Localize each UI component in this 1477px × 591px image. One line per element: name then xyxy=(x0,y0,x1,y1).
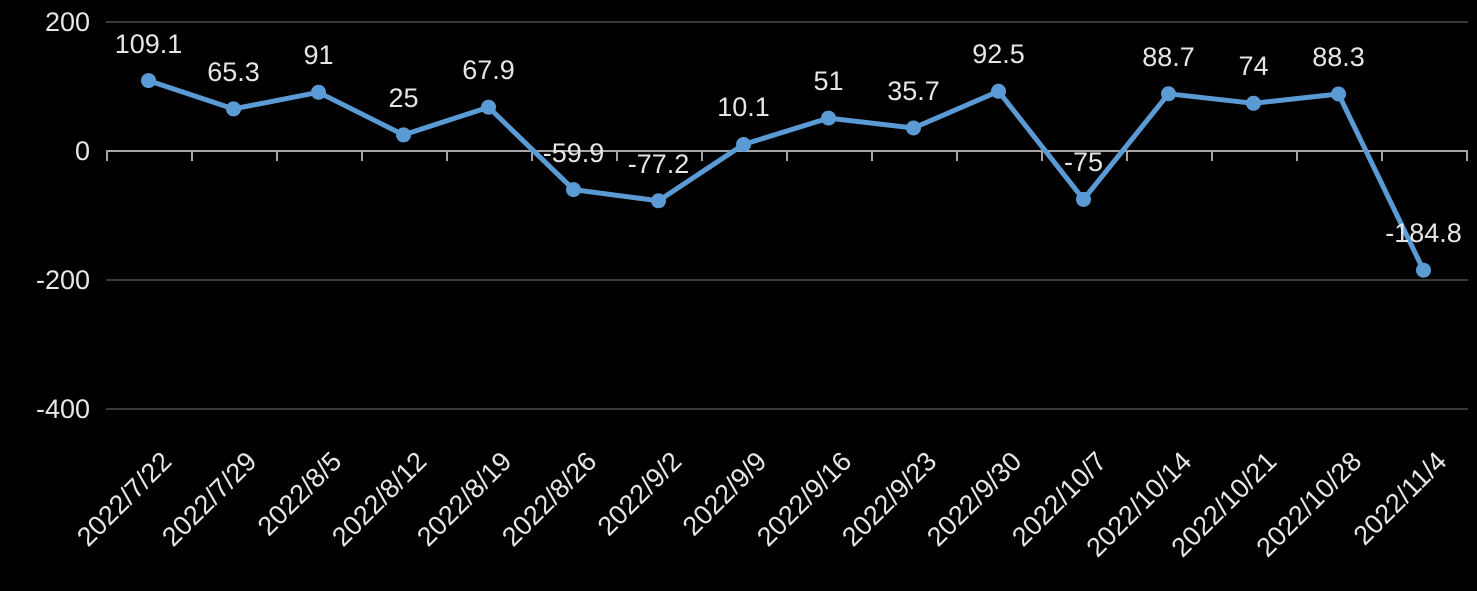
axis-tick-mark xyxy=(1126,151,1128,161)
data-point-marker-2022/8/19 xyxy=(481,99,496,115)
data-point-label-2022/9/30: 92.5 xyxy=(972,39,1025,70)
axis-tick-mark xyxy=(361,151,363,161)
gridline--400 xyxy=(106,408,1468,410)
axis-tick-mark xyxy=(1211,151,1213,161)
data-point-marker-2022/7/22 xyxy=(141,73,156,89)
data-point-label-2022/10/7: -75 xyxy=(1063,147,1104,178)
data-point-label-2022/10/14: 88.7 xyxy=(1142,41,1195,72)
y-axis-tick-label--400: -400 xyxy=(35,394,90,424)
data-point-marker-2022/7/29 xyxy=(226,101,241,117)
data-point-label-2022/8/12: 25 xyxy=(388,82,419,113)
axis-tick-mark xyxy=(276,151,278,161)
axis-tick-mark xyxy=(1296,151,1298,161)
data-point-marker-2022/9/2 xyxy=(651,193,666,209)
axis-tick-mark xyxy=(1466,151,1468,161)
axis-tick-mark xyxy=(616,151,618,161)
y-axis-tick-label-0: 0 xyxy=(74,136,90,166)
data-point-label-2022/10/28: 88.3 xyxy=(1312,42,1365,73)
data-point-marker-2022/8/12 xyxy=(396,127,411,143)
data-point-label-2022/7/29: 65.3 xyxy=(207,56,260,87)
data-point-marker-2022/11/4 xyxy=(1416,262,1431,278)
axis-tick-mark xyxy=(956,151,958,161)
data-point-marker-2022/8/5 xyxy=(311,84,326,100)
axis-tick-mark xyxy=(786,151,788,161)
data-point-label-2022/7/22: 109.1 xyxy=(114,28,183,59)
data-point-label-2022/9/9: 10.1 xyxy=(717,92,770,123)
data-point-marker-2022/10/7 xyxy=(1076,191,1091,207)
data-point-label-2022/9/16: 51 xyxy=(813,66,844,97)
axis-tick-mark xyxy=(871,151,873,161)
axis-tick-mark xyxy=(446,151,448,161)
data-point-label-2022/10/21: 74 xyxy=(1238,51,1269,82)
data-point-marker-2022/10/21 xyxy=(1246,95,1261,111)
data-point-marker-2022/10/14 xyxy=(1161,86,1176,102)
axis-tick-mark xyxy=(191,151,193,161)
data-point-label-2022/9/23: 35.7 xyxy=(887,75,940,106)
data-point-marker-2022/9/30 xyxy=(991,83,1006,99)
axis-tick-mark xyxy=(1381,151,1383,161)
y-axis-tick-label-200: 200 xyxy=(44,7,90,37)
axis-tick-mark xyxy=(1041,151,1043,161)
gridline-200 xyxy=(106,21,1468,23)
data-point-label-2022/8/26: -59.9 xyxy=(542,137,605,168)
data-point-marker-2022/9/23 xyxy=(906,120,921,136)
series-line xyxy=(146,78,1426,273)
axis-tick-mark xyxy=(106,151,108,161)
data-point-label-2022/9/2: -77.2 xyxy=(627,148,690,179)
y-axis-tick-label--200: -200 xyxy=(35,265,90,295)
gridline--200 xyxy=(106,279,1468,281)
data-point-marker-2022/10/28 xyxy=(1331,86,1346,102)
data-point-marker-2022/8/26 xyxy=(566,182,581,198)
data-point-label-2022/8/19: 67.9 xyxy=(462,55,515,86)
data-point-marker-2022/9/16 xyxy=(821,110,836,126)
axis-tick-mark xyxy=(531,151,533,161)
data-point-marker-2022/9/9 xyxy=(736,137,751,152)
axis-tick-mark xyxy=(701,151,703,161)
data-point-label-2022/11/4: -184.8 xyxy=(1385,218,1462,249)
data-point-label-2022/8/5: 91 xyxy=(303,40,334,71)
